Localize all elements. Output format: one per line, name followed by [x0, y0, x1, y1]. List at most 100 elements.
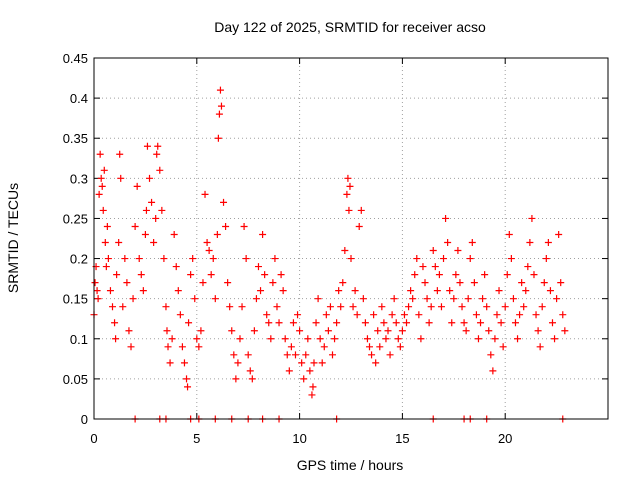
data-point: [491, 335, 499, 343]
data-point: [191, 295, 199, 303]
data-point: [269, 279, 277, 287]
data-point: [553, 295, 561, 303]
data-point: [460, 319, 468, 327]
data-point: [113, 271, 121, 279]
data-point: [209, 255, 217, 263]
data-point: [320, 343, 328, 351]
data-point: [353, 311, 361, 319]
data-point: [289, 319, 297, 327]
data-point: [94, 295, 102, 303]
data-point: [176, 311, 184, 319]
data-point: [548, 319, 556, 327]
data-point: [244, 351, 252, 359]
data-point: [281, 335, 289, 343]
data-point: [425, 319, 433, 327]
data-point: [326, 303, 334, 311]
data-points: [90, 86, 569, 423]
data-point: [368, 351, 376, 359]
data-point: [279, 287, 287, 295]
data-point: [298, 359, 306, 367]
data-point: [142, 206, 150, 214]
data-point: [505, 230, 513, 238]
data-point: [220, 198, 228, 206]
data-point: [119, 303, 127, 311]
data-point: [514, 335, 522, 343]
data-point: [487, 351, 495, 359]
data-point: [495, 287, 503, 295]
data-point: [481, 271, 489, 279]
data-point: [446, 287, 454, 295]
data-point: [285, 367, 293, 375]
data-point: [199, 279, 207, 287]
data-point: [493, 311, 501, 319]
data-point: [174, 287, 182, 295]
data-point: [324, 327, 332, 335]
data-point: [125, 327, 133, 335]
data-point: [551, 335, 559, 343]
data-point: [164, 343, 172, 351]
data-point: [337, 303, 345, 311]
data-point: [440, 255, 448, 263]
data-point: [193, 335, 201, 343]
data-point: [357, 206, 365, 214]
data-point: [189, 255, 197, 263]
data-point: [417, 335, 425, 343]
data-point: [203, 239, 211, 247]
data-point: [378, 303, 386, 311]
y-tick-label: 0: [81, 412, 88, 427]
data-point: [296, 327, 304, 335]
data-point: [222, 222, 230, 230]
data-point: [100, 166, 108, 174]
data-point: [559, 311, 567, 319]
data-point: [474, 335, 482, 343]
data-point: [267, 335, 275, 343]
data-point: [458, 303, 466, 311]
data-point: [335, 287, 343, 295]
data-point: [95, 190, 103, 198]
y-tick-label: 0.15: [63, 292, 88, 307]
data-point: [555, 230, 563, 238]
data-point: [312, 319, 320, 327]
data-point: [509, 295, 517, 303]
data-point: [328, 351, 336, 359]
data-point: [524, 263, 532, 271]
data-point: [398, 327, 406, 335]
data-point: [448, 319, 456, 327]
data-point: [339, 279, 347, 287]
data-point: [333, 319, 341, 327]
data-point: [300, 375, 308, 383]
data-point: [497, 319, 505, 327]
data-point: [117, 174, 125, 182]
data-point: [468, 239, 476, 247]
data-point: [343, 190, 351, 198]
data-point: [103, 222, 111, 230]
data-point: [214, 134, 222, 142]
data-point: [99, 206, 107, 214]
data-point: [93, 287, 101, 295]
data-point: [464, 295, 472, 303]
data-point: [96, 150, 104, 158]
data-point: [511, 319, 519, 327]
data-point: [163, 327, 171, 335]
data-point: [349, 303, 357, 311]
data-point: [431, 263, 439, 271]
data-point: [390, 295, 398, 303]
data-point: [322, 311, 330, 319]
data-point: [129, 295, 137, 303]
data-point: [530, 271, 538, 279]
x-tick-label: 10: [292, 431, 306, 446]
data-point: [242, 255, 250, 263]
data-point: [345, 206, 353, 214]
data-point: [143, 142, 151, 150]
data-point: [259, 230, 267, 238]
data-point: [386, 351, 394, 359]
data-point: [205, 247, 213, 255]
x-tick-label: 15: [395, 431, 409, 446]
data-point: [429, 247, 437, 255]
data-point: [437, 303, 445, 311]
data-point: [111, 319, 119, 327]
data-point: [450, 295, 458, 303]
data-point: [291, 351, 299, 359]
data-point: [153, 150, 161, 158]
data-point: [109, 303, 117, 311]
